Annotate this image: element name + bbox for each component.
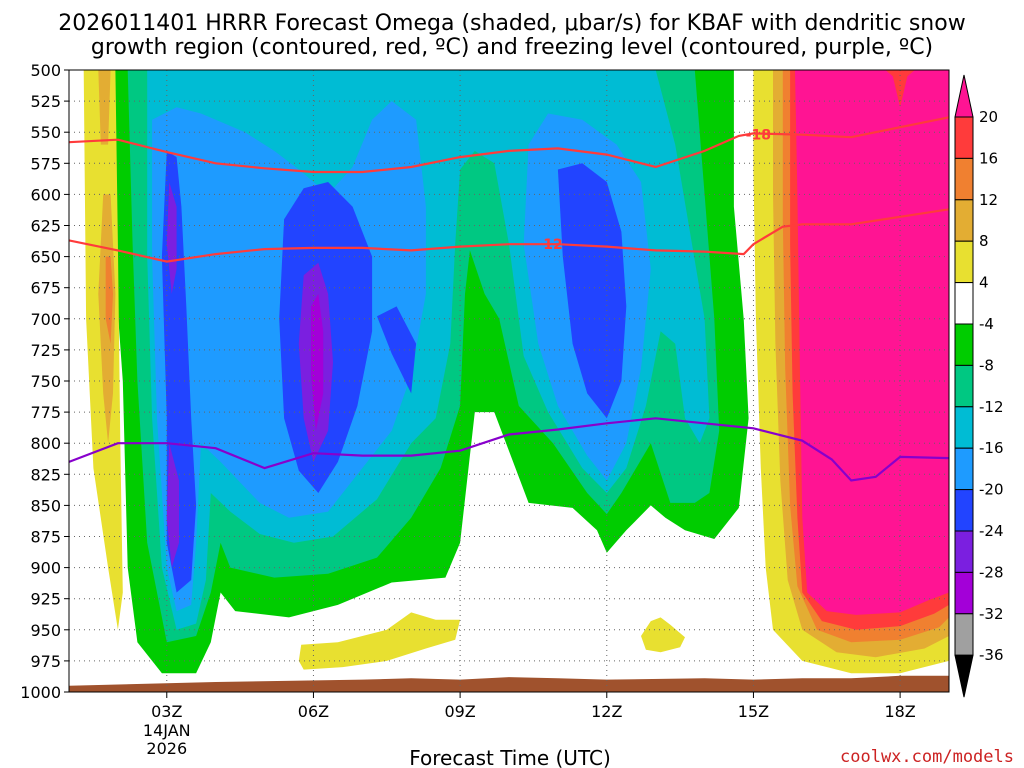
- chart-title-line2: growth region (contoured, red, ºC) and f…: [91, 35, 933, 60]
- y-tick-label-875: 875: [30, 528, 61, 547]
- x-tick-sublabel-1: 2026: [146, 739, 187, 758]
- y-tick-label-625: 625: [30, 217, 61, 236]
- colorbar-top-triangle: [954, 74, 974, 118]
- freezing-level-contour: [69, 417, 949, 482]
- dgz-label-text-0: -18: [746, 128, 771, 144]
- colorbar-label-10: -24: [979, 522, 1004, 540]
- y-tick-label-575: 575: [30, 154, 61, 173]
- x-tick-label-12Z: 12Z: [591, 702, 622, 721]
- y-tick-label-600: 600: [30, 185, 61, 204]
- colorbar-label-3: 8: [979, 232, 989, 250]
- omega-area-16: [105, 256, 113, 344]
- colorbar-label-11: -28: [979, 563, 1004, 581]
- y-tick-label-650: 650: [30, 248, 61, 267]
- colorbar-band-12: [954, 613, 974, 656]
- colorbar-band-3: [954, 240, 974, 284]
- y-tick-label-800: 800: [30, 434, 61, 453]
- colorbar-label-2: 12: [979, 191, 998, 209]
- colorbar-band-4: [954, 282, 974, 325]
- colorbar-label-0: 20: [979, 108, 998, 126]
- y-tick-label-725: 725: [30, 341, 61, 360]
- y-tick-label-550: 550: [30, 123, 61, 142]
- ground-strip: [69, 675, 949, 692]
- y-tick-label-675: 675: [30, 279, 61, 298]
- dgz-lower-contour: [69, 208, 949, 263]
- x-tick-label-03Z: 03Z: [151, 702, 182, 721]
- x-tick-label-06Z: 06Z: [298, 702, 329, 721]
- colorbar-label-5: -4: [979, 315, 994, 333]
- dgz-label-0: -18: [746, 128, 771, 144]
- x-axis-label: Forecast Time (UTC): [409, 746, 611, 768]
- y-tick-label-750: 750: [30, 372, 61, 391]
- x-tick-label-18Z: 18Z: [884, 702, 915, 721]
- contour-lines: [69, 116, 949, 482]
- colorbar-band-2: [954, 199, 974, 242]
- dgz-upper-contour: [69, 116, 949, 174]
- credit-text: coolwx.com/models: [840, 747, 1014, 767]
- colorbar-band-9: [954, 489, 974, 532]
- x-tick-sublabel-0: 14JAN: [143, 721, 191, 740]
- omega-area-14: [98, 70, 111, 145]
- colorbar-label-6: -8: [979, 356, 994, 374]
- y-tick-label-825: 825: [30, 465, 61, 484]
- x-tick-label-15Z: 15Z: [738, 702, 769, 721]
- omega-area-23: [795, 70, 949, 615]
- colorbar-label-7: -12: [979, 398, 1004, 416]
- chart-title-line1: 2026011401 HRRR Forecast Omega (shaded, …: [58, 11, 965, 36]
- omega-area-10: [166, 182, 177, 294]
- colorbar-bottom-triangle: [954, 654, 974, 698]
- colorbar-band-10: [954, 530, 974, 573]
- colorbar-label-9: -20: [979, 481, 1004, 499]
- colorbar-band-6: [954, 364, 974, 408]
- colorbar-label-12: -32: [979, 605, 1004, 623]
- y-tick-label-975: 975: [30, 652, 61, 671]
- y-tick-label-950: 950: [30, 621, 61, 640]
- colorbar-label-13: -36: [979, 646, 1004, 664]
- y-tick-label-900: 900: [30, 559, 61, 578]
- y-tick-label-1000: 1000: [20, 683, 61, 702]
- colorbar-band-1: [954, 157, 974, 201]
- y-tick-label-525: 525: [30, 92, 61, 111]
- omega-area-17: [298, 612, 461, 670]
- colorbar: 20 16 12 8 4 -4 -8 -12 -16 -20 -24 -28 -32 -36: [954, 74, 1004, 698]
- contour-labels: -18 12: [543, 128, 771, 253]
- colorbar-band-7: [954, 406, 974, 449]
- y-tick-label-925: 925: [30, 590, 61, 609]
- colorbar-label-1: 16: [979, 149, 998, 167]
- dgz-label-text-1: 12: [543, 237, 562, 253]
- omega-area-12: [311, 293, 324, 431]
- y-tick-label-700: 700: [30, 310, 61, 329]
- colorbar-label-4: 4: [979, 274, 989, 292]
- y-tick-label-500: 500: [30, 61, 61, 80]
- x-tick-label-09Z: 09Z: [444, 702, 475, 721]
- colorbar-band-0: [954, 116, 974, 159]
- omega-area-6: [377, 306, 417, 394]
- omega-area-18: [641, 617, 685, 653]
- colorbar-band-11: [954, 571, 974, 615]
- colorbar-label-8: -16: [979, 439, 1004, 457]
- omega-area-24: [885, 70, 915, 108]
- y-axis-ticks: 500 525 550 575 600 625 650 675 700 725 750 775 800 8…: [20, 61, 69, 702]
- colorbar-band-5: [954, 323, 974, 366]
- omega-area-8: [557, 163, 627, 419]
- grid-lines: [69, 70, 949, 692]
- y-tick-label-775: 775: [30, 403, 61, 422]
- y-tick-label-850: 850: [30, 496, 61, 515]
- dgz-label-1: 12: [543, 237, 562, 253]
- colorbar-band-8: [954, 447, 974, 491]
